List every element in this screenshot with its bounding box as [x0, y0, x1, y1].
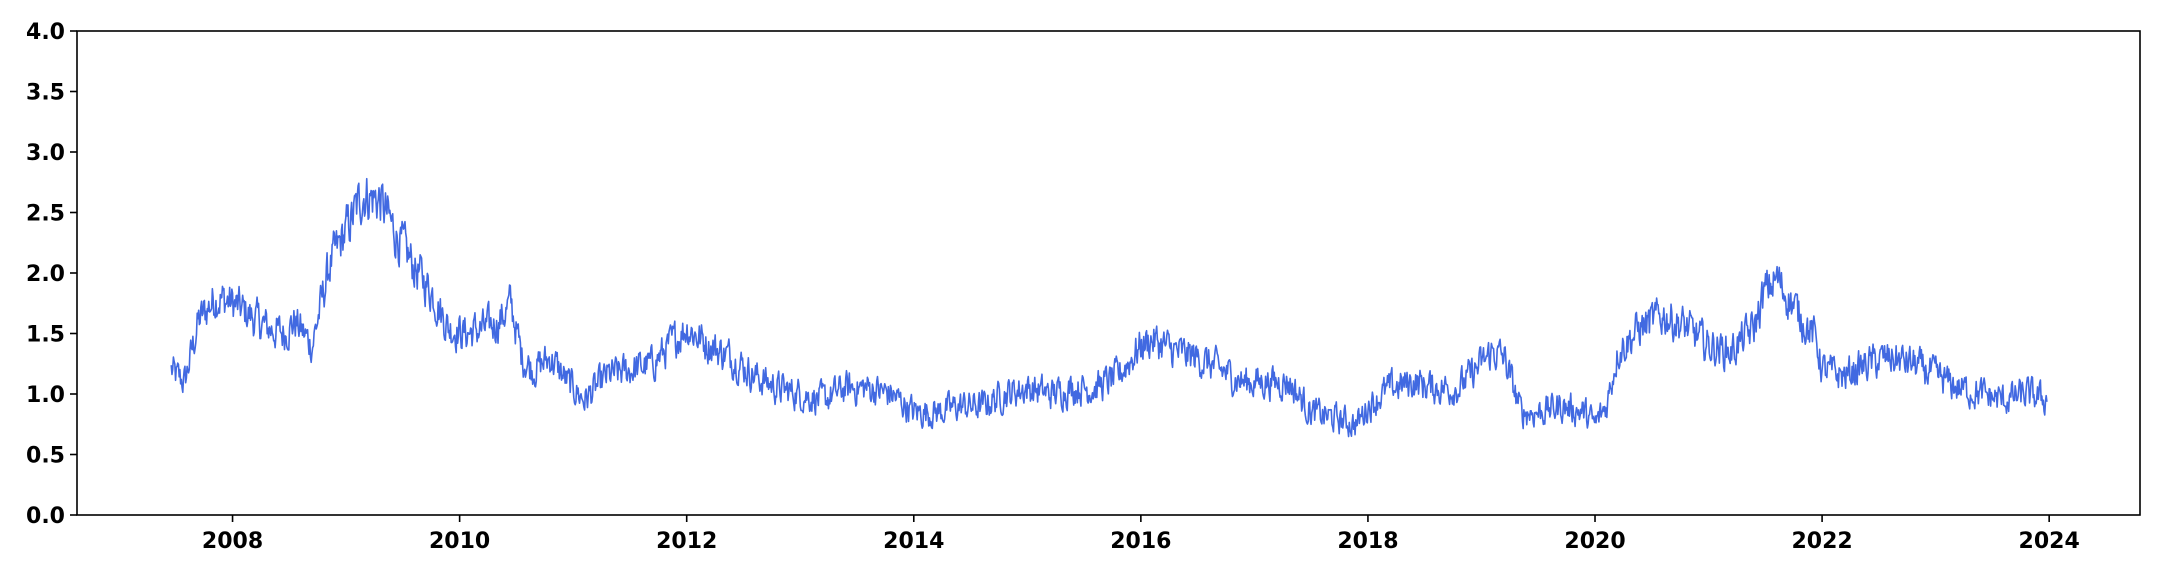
- y-tick-label: 2.0: [26, 262, 65, 287]
- y-tick-label: 1.5: [26, 323, 65, 348]
- x-tick-label: 2008: [202, 529, 263, 554]
- y-tick-label: 3.0: [26, 141, 65, 166]
- series-line-0: [170, 177, 2048, 438]
- y-tick-label: 0.0: [26, 504, 65, 529]
- x-tick-label: 2014: [883, 529, 944, 554]
- x-tick-label: 2024: [2019, 529, 2080, 554]
- x-tick-label: 2010: [429, 529, 490, 554]
- x-tick-label: 2022: [1791, 529, 1852, 554]
- x-tick-label: 2016: [1110, 529, 1171, 554]
- x-axis: 2008 2010 2012 2014 2016 2018 2020 2022 2024: [202, 515, 2080, 554]
- series-layer: [170, 177, 2048, 438]
- y-tick-label: 2.5: [26, 202, 65, 227]
- y-tick-label: 3.5: [26, 81, 65, 106]
- x-tick-label: 2012: [656, 529, 717, 554]
- x-tick-label: 2018: [1337, 529, 1398, 554]
- y-tick-label: 0.5: [26, 444, 65, 469]
- y-tick-label: 4.0: [26, 20, 65, 45]
- y-tick-label: 1.0: [26, 383, 65, 408]
- y-axis: 0.0 0.5 1.0 1.5 2.0 2.5 3.0 3.5 4.0: [26, 20, 77, 529]
- x-tick-label: 2020: [1564, 529, 1625, 554]
